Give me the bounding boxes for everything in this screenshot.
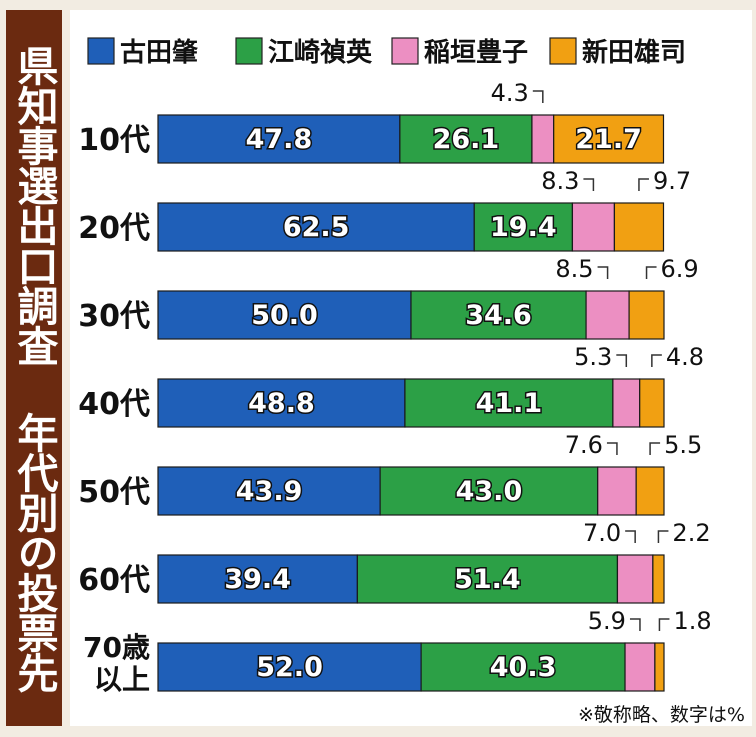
bar-segment-3 xyxy=(597,466,637,516)
data-label-1: 47.8 xyxy=(246,124,313,155)
bar-segment-4 xyxy=(652,554,665,604)
data-label-3: 7.6 xyxy=(565,431,603,459)
data-label-3: 8.5 xyxy=(555,255,593,283)
category-label: 30代 xyxy=(78,299,150,334)
bar-segment-1 xyxy=(157,202,475,252)
data-label-4: 4.8 xyxy=(666,343,704,371)
bar-segment-3 xyxy=(571,202,616,252)
category-label: 70歳以上 xyxy=(83,631,150,696)
category-label: 20代 xyxy=(78,211,150,246)
bar-segment-3 xyxy=(585,290,630,340)
legend-swatch-3 xyxy=(391,37,419,65)
leader-line-3 xyxy=(606,442,618,455)
bar-segment-1 xyxy=(157,290,412,340)
stacked-bar-chart: 古田肇 江崎禎英 稲垣豊子 新田雄司 10代 47.8 26.1 4.3 21.7 20代 62.5… xyxy=(70,10,752,726)
title-band xyxy=(6,10,62,726)
legend-swatch-2 xyxy=(235,37,263,65)
data-label-1: 48.8 xyxy=(248,388,315,419)
legend-label-3: 稲垣豊子 xyxy=(424,38,528,68)
legend-label-1: 古田肇 xyxy=(120,38,199,68)
data-label-1: 39.4 xyxy=(224,564,291,595)
data-label-1: 43.9 xyxy=(236,476,303,507)
bar-segment-3 xyxy=(531,114,555,164)
bar-segment-1 xyxy=(157,554,358,604)
legend-swatch-1 xyxy=(87,37,115,65)
data-label-3: 4.3 xyxy=(491,79,529,107)
data-label-2: 43.0 xyxy=(456,476,523,507)
data-label-4: 9.7 xyxy=(653,167,691,195)
data-label-2: 26.1 xyxy=(433,124,500,155)
leader-line-3 xyxy=(625,530,636,543)
leader-line-3 xyxy=(583,178,595,191)
bar-segment-4 xyxy=(613,202,665,252)
footnote: ※敬称略、数字は% xyxy=(578,704,745,726)
data-label-1: 50.0 xyxy=(251,300,318,331)
leader-line-4 xyxy=(645,266,657,279)
leader-line-3 xyxy=(629,618,641,631)
data-label-4: 6.9 xyxy=(661,255,699,283)
leader-line-3 xyxy=(597,266,609,279)
data-label-1: 62.5 xyxy=(283,212,350,243)
legend-label-2: 江崎禎英 xyxy=(268,38,373,68)
bar-segment-2 xyxy=(410,290,587,340)
bar-segment-3 xyxy=(624,642,656,692)
bar-segment-4 xyxy=(628,290,665,340)
category-label: 60代 xyxy=(78,563,150,598)
leader-line-4 xyxy=(657,530,669,543)
data-label-4: 5.5 xyxy=(664,431,702,459)
leader-line-4 xyxy=(658,618,670,631)
data-label-2: 34.6 xyxy=(465,300,532,331)
data-label-2: 40.3 xyxy=(490,652,557,683)
bar-segment-4 xyxy=(639,378,665,428)
data-label-3: 5.3 xyxy=(574,343,612,371)
bar-segment-2 xyxy=(379,466,599,516)
bar-segment-2 xyxy=(473,202,574,252)
data-label-3: 7.0 xyxy=(583,519,621,547)
bar-segment-4 xyxy=(553,114,665,164)
bar-segment-2 xyxy=(356,554,619,604)
leader-line-3 xyxy=(616,354,628,367)
bar-segment-2 xyxy=(404,378,614,428)
bar-segment-2 xyxy=(420,642,626,692)
data-label-4: 1.8 xyxy=(673,607,711,635)
chart-title: 県知事選出口調査 年代別の投票先 xyxy=(10,44,58,692)
bar-segment-4 xyxy=(635,466,665,516)
data-label-3: 5.9 xyxy=(588,607,626,635)
leader-line-4 xyxy=(651,354,662,367)
leader-line-4 xyxy=(638,178,649,191)
bar-segment-1 xyxy=(157,114,401,164)
legend-swatch-4 xyxy=(549,37,577,65)
bar-segment-4 xyxy=(654,642,665,692)
bar-segment-3 xyxy=(612,378,641,428)
data-label-3: 8.3 xyxy=(541,167,579,195)
data-label-4: 2.2 xyxy=(672,519,710,547)
data-label-4: 21.7 xyxy=(575,124,642,155)
leader-line-4 xyxy=(649,442,661,455)
data-label-1: 52.0 xyxy=(256,652,323,683)
bar-segment-3 xyxy=(616,554,654,604)
bar-segment-1 xyxy=(157,466,381,516)
data-label-2: 51.4 xyxy=(454,564,521,595)
data-label-2: 19.4 xyxy=(490,212,557,243)
category-label: 40代 xyxy=(78,387,150,422)
leader-line-3 xyxy=(532,90,544,103)
category-label: 50代 xyxy=(78,475,150,510)
legend-label-4: 新田雄司 xyxy=(582,37,686,68)
data-label-2: 41.1 xyxy=(476,388,543,419)
category-label: 10代 xyxy=(78,123,150,158)
